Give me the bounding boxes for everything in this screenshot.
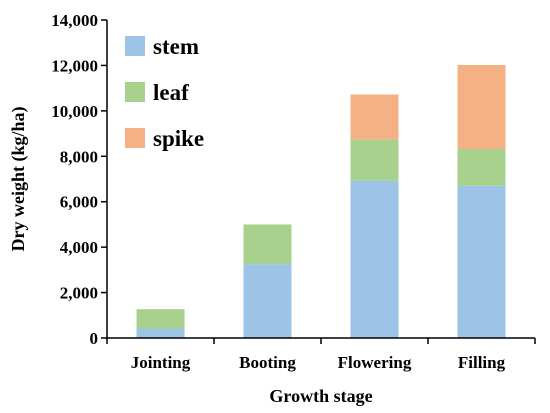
x-tick-label: Booting — [239, 353, 296, 372]
y-tick-label: 6,000 — [60, 193, 98, 212]
legend: stem leaf spike — [125, 34, 204, 151]
y-tick-label: 2,000 — [60, 284, 98, 303]
legend-label-spike: spike — [153, 126, 204, 151]
y-tick-label: 12,000 — [51, 56, 98, 75]
bar-spike-flowering — [350, 94, 399, 140]
x-tick-label: Flowering — [338, 353, 412, 372]
bar-spike-filling — [457, 64, 506, 150]
y-tick-label: 8,000 — [60, 147, 98, 166]
x-tick-label: Jointing — [131, 353, 191, 372]
y-axis: 0 2,000 4,000 6,000 8,000 10,000 12,000 14,000 — [51, 11, 108, 348]
x-axis: Jointing Booting Flowering Filling — [106, 337, 536, 372]
bar-leaf-flowering — [350, 139, 399, 181]
legend-swatch-spike — [125, 128, 145, 148]
legend-label-stem: stem — [153, 34, 199, 59]
y-tick-label: 0 — [90, 329, 99, 348]
bars-group — [136, 64, 506, 338]
legend-swatch-leaf — [125, 82, 145, 102]
x-tick-label: Filling — [458, 353, 506, 372]
y-axis-title: Dry weight (kg/ha) — [8, 107, 29, 252]
y-tick-label: 4,000 — [60, 238, 98, 257]
bar-stem-filling — [457, 185, 506, 338]
y-tick-label: 10,000 — [51, 102, 98, 121]
bar-stem-jointing — [136, 328, 185, 338]
bar-leaf-filling — [457, 149, 506, 186]
bar-stem-booting — [243, 264, 292, 338]
bar-leaf-booting — [243, 224, 292, 265]
bar-stem-flowering — [350, 180, 399, 338]
x-axis-title: Growth stage — [269, 386, 372, 406]
y-tick-label: 14,000 — [51, 11, 98, 30]
bar-leaf-jointing — [136, 309, 185, 329]
legend-label-leaf: leaf — [153, 80, 189, 105]
legend-swatch-stem — [125, 36, 145, 56]
